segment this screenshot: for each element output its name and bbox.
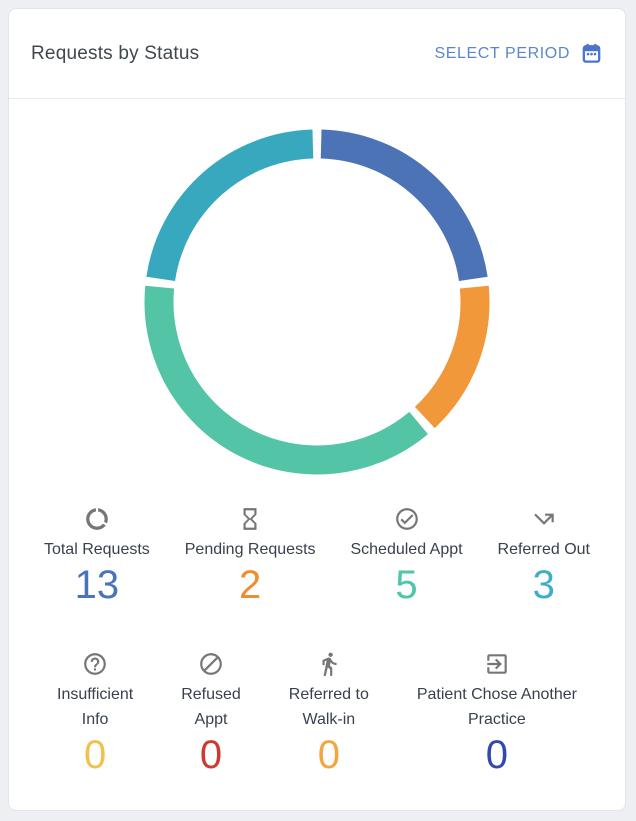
requests-by-status-card: Requests by Status SELECT PERIOD: [8, 8, 626, 811]
stat-refused-appt: Refused Appt 0: [181, 651, 241, 777]
stat-value: 0: [199, 733, 223, 777]
select-period-button[interactable]: SELECT PERIOD: [432, 38, 605, 69]
stat-label-line1: Insufficient: [57, 686, 134, 703]
page-title: Requests by Status: [31, 42, 200, 64]
help-circle-icon: [82, 651, 108, 677]
card-body: Total Requests 13 Pending Requests 2 Sch…: [9, 99, 625, 777]
stat-value: 5: [395, 563, 418, 607]
stat-label: Referred Out: [497, 541, 590, 558]
stat-pending-requests: Pending Requests 2: [185, 506, 316, 607]
stat-value: 0: [485, 733, 509, 777]
stat-label-line1: Refused: [181, 686, 241, 703]
stat-referred-out: Referred Out 3: [498, 506, 590, 607]
stat-patient-chose-another-practice: Patient Chose Another Practice 0: [417, 651, 577, 777]
stat-value: 2: [239, 563, 262, 607]
stat-label-line2: Info: [81, 711, 109, 728]
stat-referred-to-walk-in: Referred to Walk-in 0: [289, 651, 369, 777]
stat-scheduled-appt: Scheduled Appt 5: [350, 506, 463, 607]
cyan-segment[interactable]: [146, 129, 314, 282]
stat-label-line1: Patient Chose Another: [416, 686, 577, 703]
stat-label-line2: Walk-in: [302, 711, 356, 728]
stat-label-line2: Practice: [468, 711, 526, 728]
stat-total-requests: Total Requests 13: [44, 506, 150, 607]
walking-person-icon: [316, 651, 342, 677]
stat-value: 0: [83, 733, 107, 777]
stat-insufficient-info: Insufficient Info 0: [57, 651, 133, 777]
block-icon: [198, 651, 224, 677]
stat-label: Total Requests: [43, 541, 150, 558]
blue-segment[interactable]: [320, 129, 488, 282]
referred-out-arrow-icon: [531, 506, 557, 532]
stats-row-1: Total Requests 13 Pending Requests 2 Sch…: [9, 506, 625, 607]
hourglass-icon: [237, 506, 263, 532]
stat-value: 3: [532, 563, 555, 607]
stat-label: Pending Requests: [184, 541, 316, 558]
stat-label: Scheduled Appt: [350, 541, 463, 558]
green-segment[interactable]: [144, 285, 428, 475]
select-period-label: SELECT PERIOD: [434, 44, 570, 62]
card-header: Requests by Status SELECT PERIOD: [9, 9, 625, 99]
stat-label-line1: Referred to: [288, 686, 369, 703]
data-usage-icon: [84, 506, 110, 532]
donut-chart[interactable]: [144, 129, 490, 480]
exit-to-app-icon: [484, 651, 510, 677]
stat-value: 13: [74, 563, 120, 607]
stat-value: 0: [317, 733, 340, 777]
stats-row-2: Insufficient Info 0 Refused Appt 0 Refer…: [9, 651, 625, 777]
calendar-icon: [580, 42, 603, 65]
check-circle-icon: [394, 506, 420, 532]
orange-segment[interactable]: [414, 285, 490, 429]
stat-label-line2: Appt: [194, 711, 228, 728]
